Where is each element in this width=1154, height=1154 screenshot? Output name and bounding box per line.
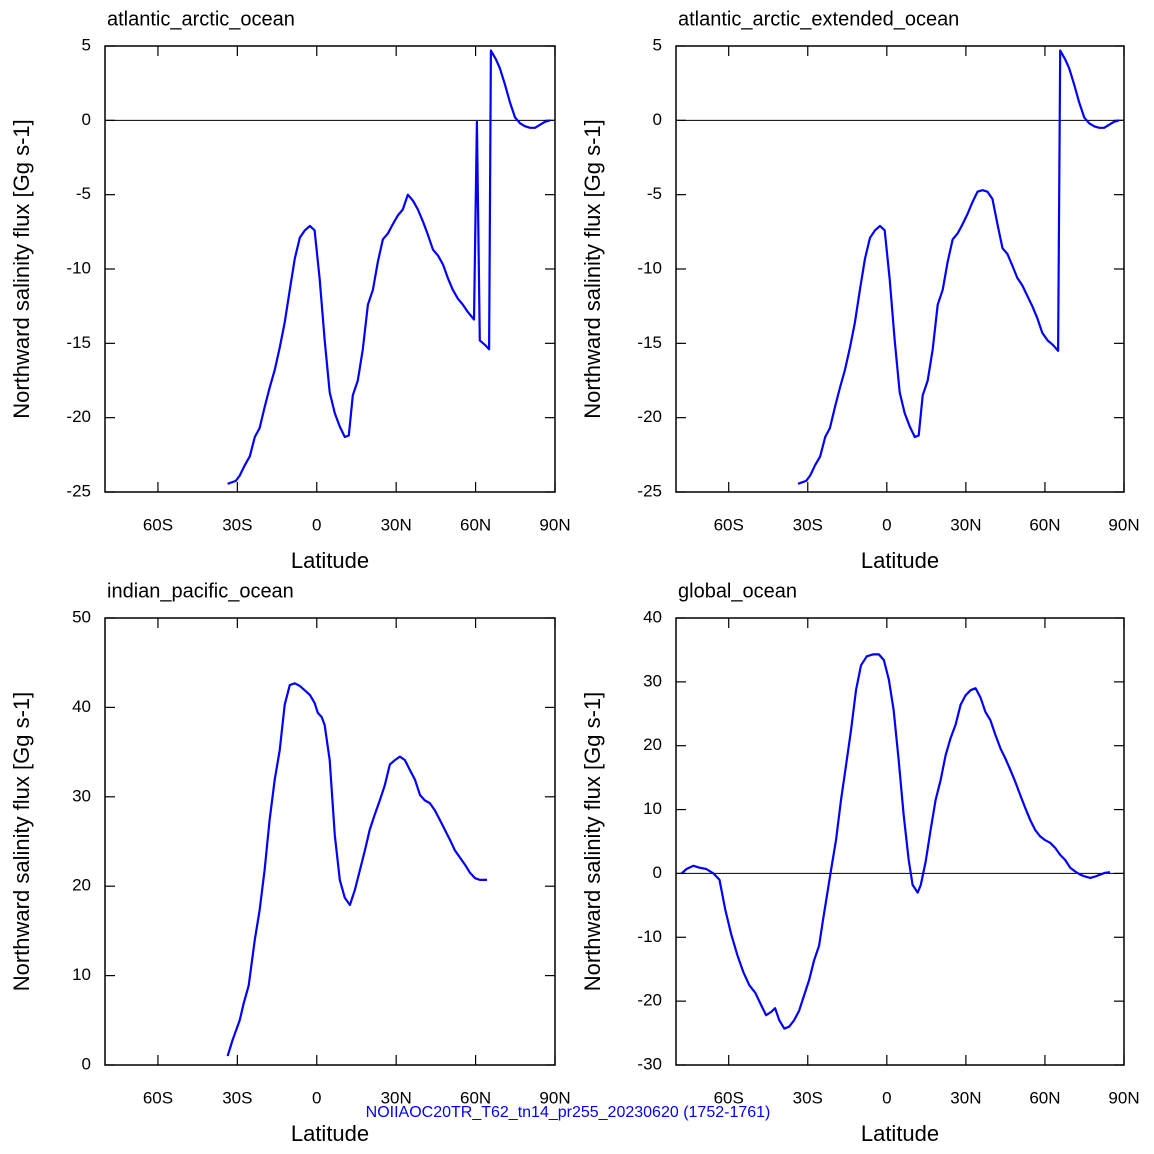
x-tick-label: 60S xyxy=(143,515,173,534)
x-tick-label: 30N xyxy=(950,1088,981,1107)
x-axis-label: Latitude xyxy=(291,1121,369,1146)
y-tick-label: -15 xyxy=(637,333,662,352)
y-tick-label: 50 xyxy=(72,607,91,626)
y-tick-label: 10 xyxy=(643,799,662,818)
y-tick-label: 0 xyxy=(82,110,91,129)
y-tick-label: -5 xyxy=(76,184,91,203)
x-tick-label: 90N xyxy=(539,1088,570,1107)
y-tick-label: -25 xyxy=(66,481,91,500)
data-line xyxy=(680,653,1111,1030)
x-axis-label: Latitude xyxy=(861,548,939,573)
y-tick-label: 0 xyxy=(653,110,662,129)
x-tick-label: 30N xyxy=(381,515,412,534)
y-tick-label: 20 xyxy=(72,876,91,895)
data-line xyxy=(227,49,551,485)
x-tick-label: 30S xyxy=(222,1088,252,1107)
y-tick-label: -20 xyxy=(66,407,91,426)
x-tick-label: 0 xyxy=(312,1088,321,1107)
y-tick-label: 0 xyxy=(653,863,662,882)
y-tick-label: 20 xyxy=(643,735,662,754)
y-tick-label: -10 xyxy=(637,927,662,946)
y-tick-label: 30 xyxy=(643,671,662,690)
x-tick-label: 90N xyxy=(539,515,570,534)
plot-frame xyxy=(104,617,556,1066)
y-tick-label: 5 xyxy=(653,35,662,54)
x-tick-label: 30S xyxy=(793,515,823,534)
y-axis-label: Northward salinity flux [Gg s-1] xyxy=(580,119,605,419)
plot-frame xyxy=(675,617,1125,1066)
y-tick-label: -25 xyxy=(637,481,662,500)
y-tick-label: -30 xyxy=(637,1054,662,1073)
y-tick-label: -10 xyxy=(66,258,91,277)
y-tick-label: 40 xyxy=(72,697,91,716)
x-tick-label: 90N xyxy=(1108,1088,1139,1107)
y-tick-label: 0 xyxy=(82,1054,91,1073)
panel-title: atlantic_arctic_extended_ocean xyxy=(678,8,959,30)
footer: NOIIAOC20TR_T62_tn14_pr255_20230620 (175… xyxy=(366,1104,771,1121)
panel-title: indian_pacific_ocean xyxy=(107,580,294,602)
y-tick-label: -20 xyxy=(637,407,662,426)
y-tick-label: 40 xyxy=(643,607,662,626)
y-tick-label: -15 xyxy=(66,333,91,352)
y-tick-label: -20 xyxy=(637,991,662,1010)
y-tick-label: -10 xyxy=(637,258,662,277)
panel-title: atlantic_arctic_ocean xyxy=(107,8,295,30)
x-tick-label: 30S xyxy=(793,1088,823,1107)
x-tick-label: 60N xyxy=(460,1088,491,1107)
x-tick-label: 90N xyxy=(1108,515,1139,534)
data-line xyxy=(797,49,1120,485)
x-tick-label: 60S xyxy=(714,515,744,534)
x-tick-label: 60N xyxy=(1029,515,1060,534)
panel-title: global_ocean xyxy=(678,580,797,602)
x-tick-label: 60N xyxy=(1029,1088,1060,1107)
x-tick-label: 0 xyxy=(312,515,321,534)
y-tick-label: 30 xyxy=(72,786,91,805)
y-axis-label: Northward salinity flux [Gg s-1] xyxy=(9,692,34,992)
x-tick-label: 0 xyxy=(882,1088,891,1107)
x-tick-label: 60N xyxy=(460,515,491,534)
x-tick-label: 30N xyxy=(950,515,981,534)
y-tick-label: 10 xyxy=(72,965,91,984)
data-line xyxy=(226,682,487,1057)
y-tick-label: 5 xyxy=(82,35,91,54)
x-tick-label: 30N xyxy=(381,1088,412,1107)
x-axis-label: Latitude xyxy=(861,1121,939,1146)
x-tick-label: 60S xyxy=(714,1088,744,1107)
x-tick-label: 30S xyxy=(222,515,252,534)
x-axis-label: Latitude xyxy=(291,548,369,573)
x-tick-label: 60S xyxy=(143,1088,173,1107)
y-tick-label: -5 xyxy=(647,184,662,203)
y-axis-label: Northward salinity flux [Gg s-1] xyxy=(9,119,34,419)
y-axis-label: Northward salinity flux [Gg s-1] xyxy=(580,692,605,992)
x-tick-label: 0 xyxy=(882,515,891,534)
